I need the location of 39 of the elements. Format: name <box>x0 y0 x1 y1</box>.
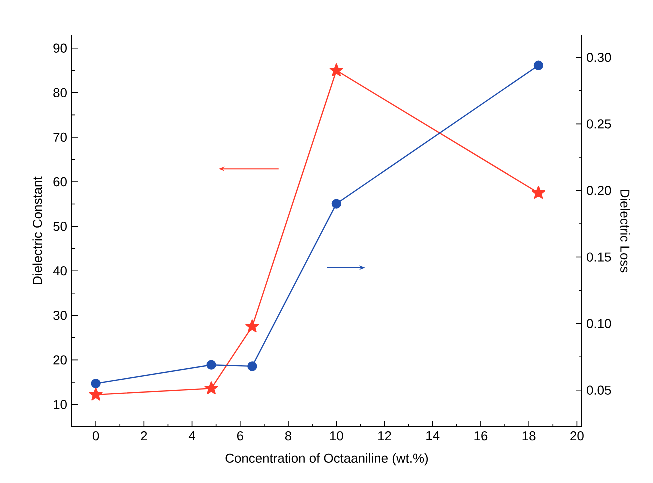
x-tick-label: 10 <box>330 432 344 441</box>
point <box>248 362 258 372</box>
x-tick-label: 18 <box>522 432 536 441</box>
y2-tick-label: 0.15 <box>587 252 612 262</box>
x-tick-label: 12 <box>378 432 392 441</box>
y2-tick-label: 0.30 <box>587 53 612 62</box>
y2-tick-label: 0.05 <box>587 386 612 395</box>
y2-tick-label: 0.25 <box>587 120 612 129</box>
y-tick-label: 40 <box>53 266 67 276</box>
point <box>204 382 218 395</box>
point <box>246 320 260 333</box>
y-tick-label: 80 <box>54 88 67 98</box>
y2-tick-label: 0.20 <box>587 186 612 196</box>
y-tick-label: 10 <box>54 400 67 410</box>
x-tick-label: 8 <box>285 432 292 441</box>
y-tick-label: 20 <box>54 356 67 365</box>
point <box>532 186 546 199</box>
x-tick-label: 6 <box>237 432 244 441</box>
y-tick-label: 70 <box>54 132 67 142</box>
x-tick-label: 14 <box>426 432 440 440</box>
point <box>206 360 216 370</box>
point <box>91 378 101 389</box>
y2-tick-label: 0.10 <box>587 319 612 328</box>
point <box>534 60 544 70</box>
point <box>330 64 344 76</box>
x-tick-label: 2 <box>141 432 148 441</box>
x-tick-label: 20 <box>570 432 584 441</box>
point <box>89 388 103 401</box>
x-axis-title: Concentration of Octaaniline (wt.%) <box>226 454 428 466</box>
y-tick-label: 50 <box>54 222 67 232</box>
x-tick-label: 4 <box>188 432 196 440</box>
y-tick-label: 90 <box>54 44 67 53</box>
y-tick-label: 30 <box>54 311 67 320</box>
y2-axis-title: Dielectric Loss <box>620 190 630 273</box>
y-tick-label: 60 <box>54 177 67 187</box>
point <box>332 199 342 209</box>
x-tick-label: 0 <box>92 432 100 441</box>
x-tick-label: 16 <box>474 432 488 441</box>
y-axis-title: Dielectric Constant <box>32 176 42 284</box>
